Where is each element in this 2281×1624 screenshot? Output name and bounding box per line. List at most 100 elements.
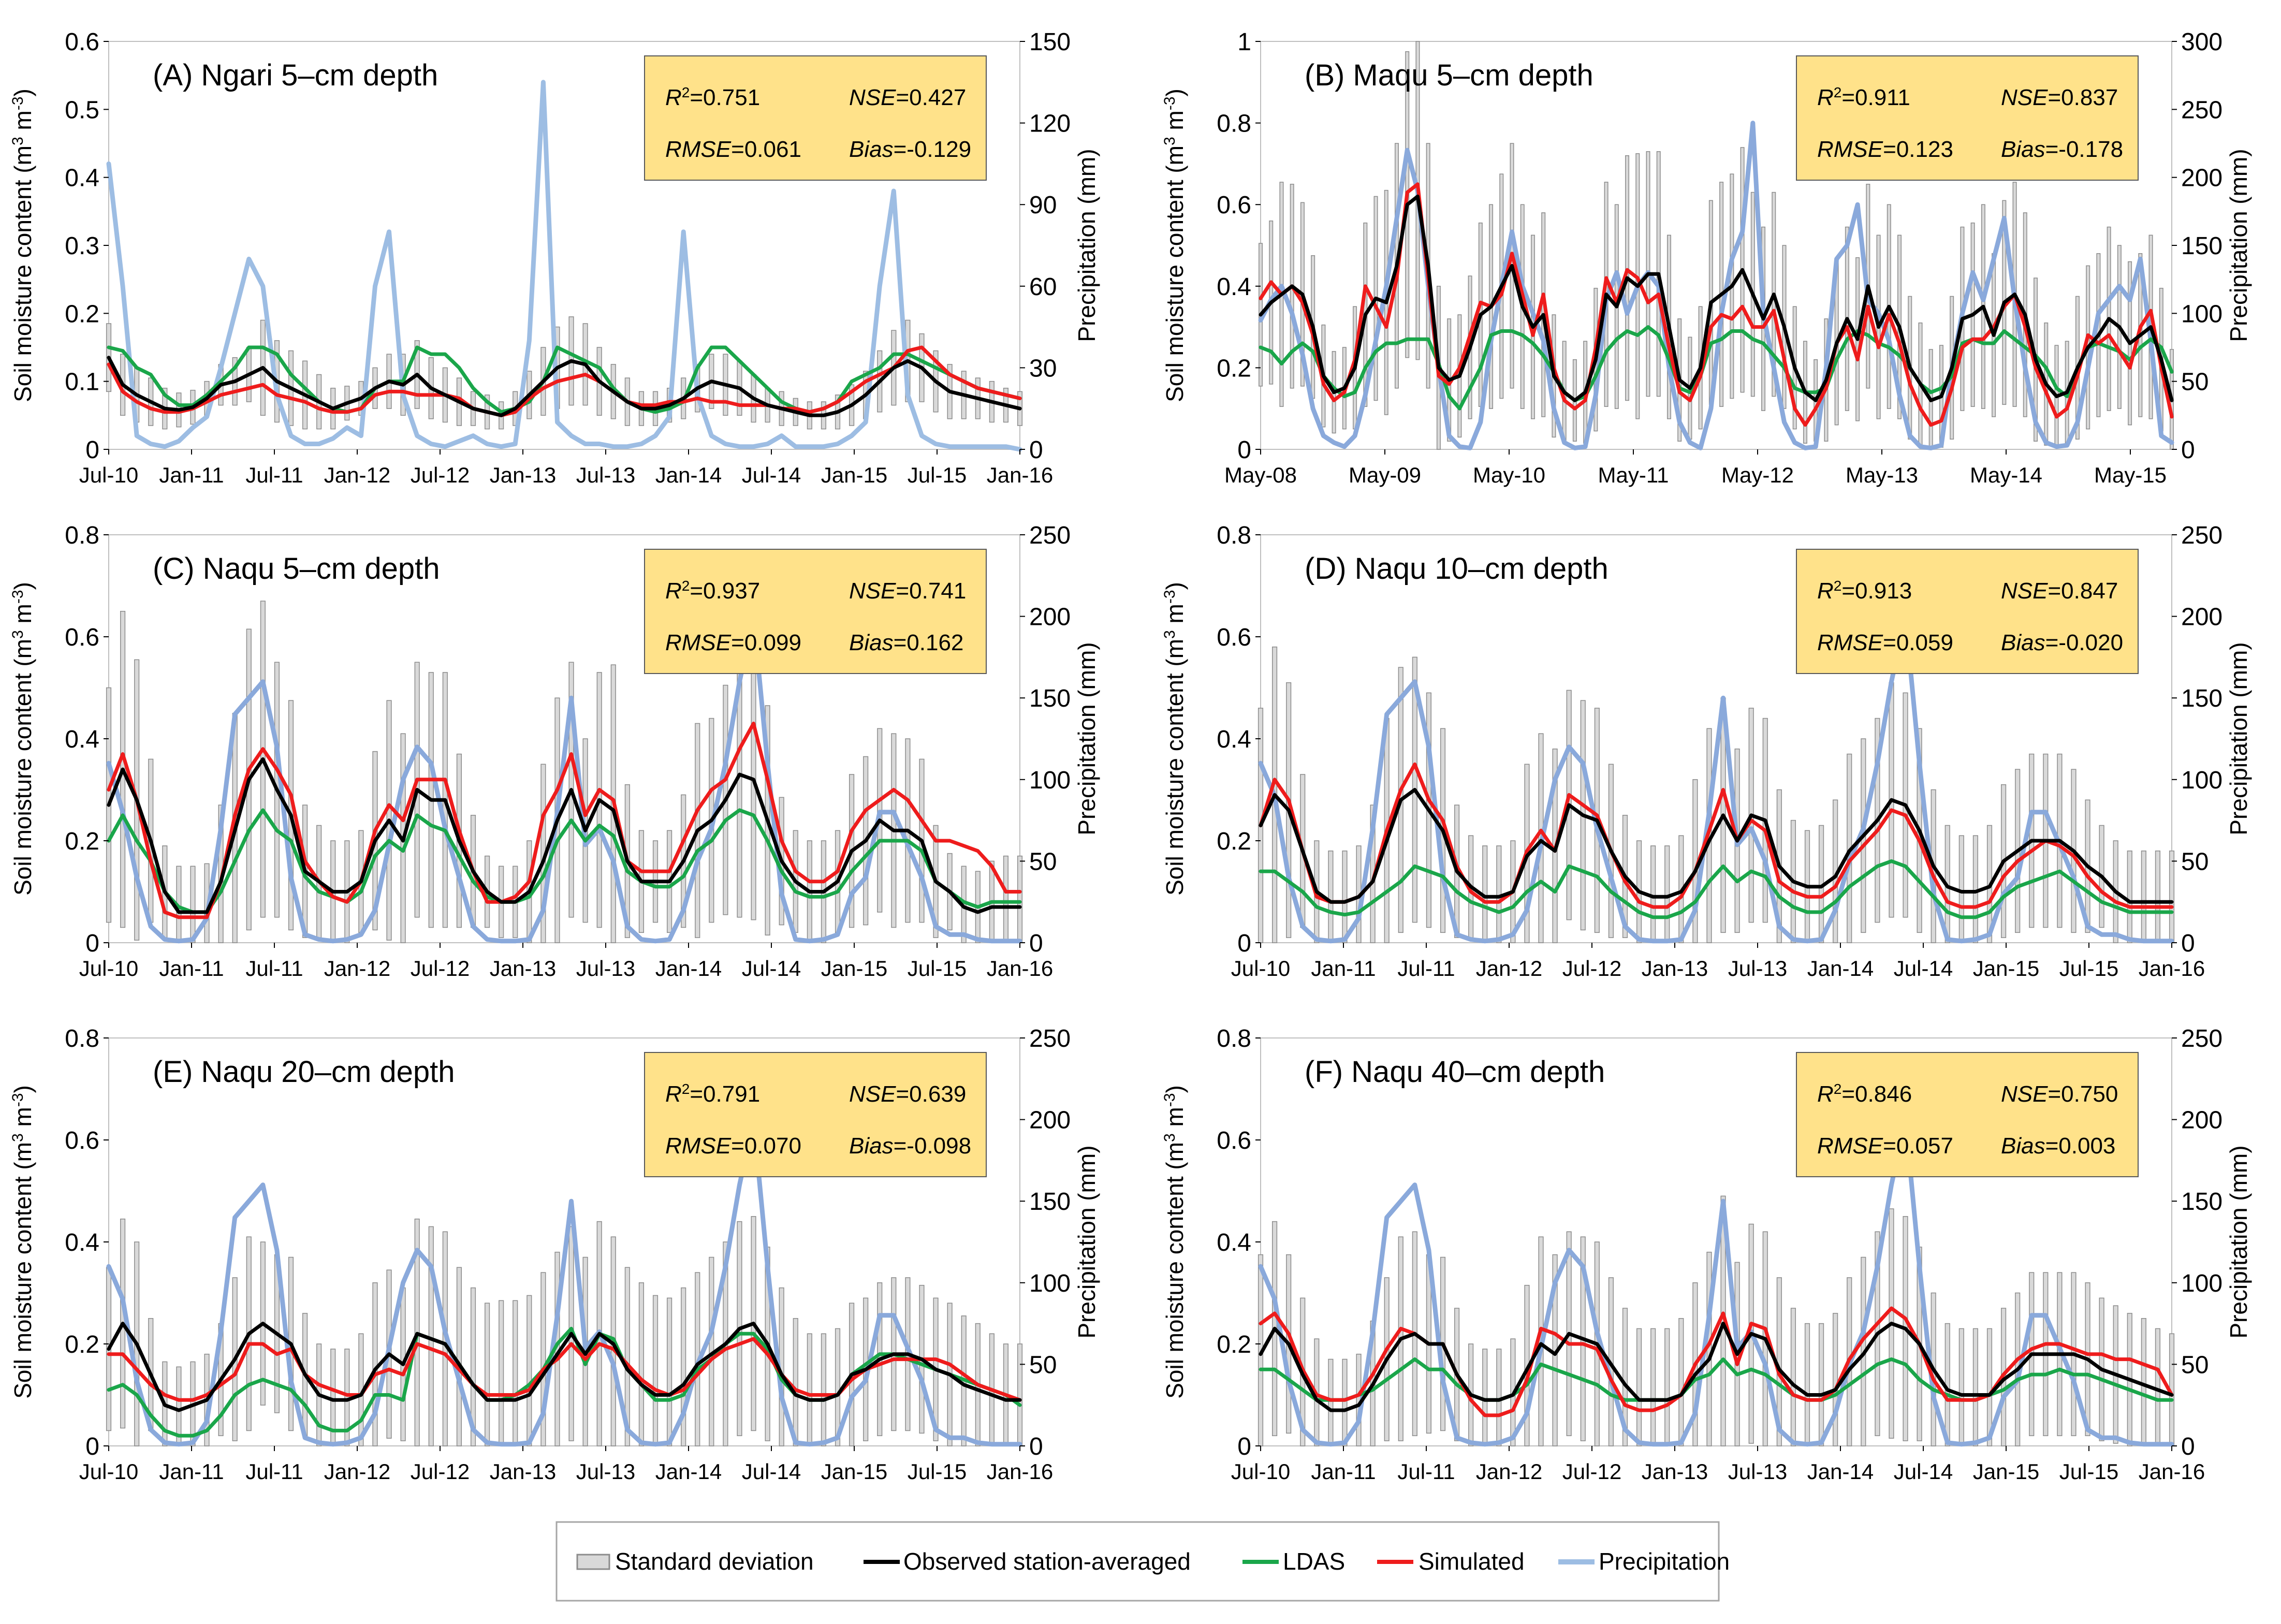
x-tick-label: Jul-12 [1562, 956, 1621, 981]
y-tick-label: 0.2 [65, 828, 99, 855]
x-tick-label: Jan-15 [821, 956, 887, 981]
series-line-ldas [1259, 325, 2174, 411]
std-bar [1636, 1328, 1642, 1446]
series-line-precipitation [106, 614, 1022, 944]
legend-label-observed: Observed station-averaged [903, 1548, 1191, 1575]
y-tick-label: 0.6 [65, 28, 99, 56]
stat-nse: NSE=0.741 [849, 578, 966, 604]
stats-box [644, 549, 987, 674]
x-tick-label: Jul-10 [1231, 956, 1290, 981]
legend-swatch-standard-deviation [576, 1554, 610, 1570]
stat-bias: Bias=-0.129 [849, 137, 971, 162]
y-tick-label: 0.4 [1217, 726, 1251, 753]
x-tick-label: Jan-14 [1807, 1459, 1874, 1484]
y2-tick-label: 100 [1029, 1270, 1071, 1297]
series-line-observed [1259, 1322, 2174, 1412]
y2-tick-label: 0 [1029, 1433, 1043, 1460]
y2-tick-label: 120 [1029, 110, 1071, 138]
panel-title: (A) Ngari 5–cm depth [153, 58, 438, 92]
y2-axis-title: Precipitation (mm) [1073, 149, 1100, 342]
series-line-precipitation [1258, 1117, 2174, 1447]
series-line-ldas [1259, 1357, 2174, 1402]
series-line-precipitation [1258, 121, 2174, 450]
y2-tick-label: 0 [2181, 930, 2195, 957]
x-tick-label: Jan-13 [490, 463, 556, 487]
x-tick-label: Jul-12 [1562, 1459, 1621, 1484]
legend-label-standard-deviation: Standard deviation [615, 1548, 814, 1575]
std-bar [1664, 1328, 1670, 1446]
x-tick-label: Jul-13 [576, 1459, 635, 1484]
x-tick-label: Jan-16 [2139, 956, 2205, 981]
y-tick-label: 0 [1237, 1433, 1251, 1460]
y-tick-label: 0.2 [65, 1331, 99, 1358]
stat-rmse: RMSE=0.123 [1817, 137, 1953, 162]
std-bar [1650, 845, 1656, 943]
series-line-precipitation [1258, 614, 2174, 944]
std-bar [1496, 1349, 1502, 1446]
y2-tick-label: 50 [2181, 1351, 2209, 1379]
x-tick-label: May-08 [1224, 463, 1297, 487]
x-tick-label: Jul-13 [576, 956, 635, 981]
stat-bias: Bias=-0.178 [2001, 137, 2123, 162]
y2-tick-label: 30 [1029, 355, 1057, 382]
x-tick-label: Jul-14 [1894, 956, 1953, 981]
std-bar [807, 1333, 812, 1446]
stat-rmse: RMSE=0.061 [665, 137, 801, 162]
std-bar [681, 1287, 686, 1446]
y-axis-title: Soil moisture content (m3 m-3) [9, 582, 37, 896]
std-bar [540, 1272, 546, 1446]
y2-tick-label: 50 [2181, 369, 2209, 396]
std-bar [513, 1300, 518, 1446]
std-bar [652, 1295, 659, 1446]
std-bar [484, 1303, 490, 1446]
x-tick-label: Jul-15 [908, 956, 967, 981]
x-tick-label: Jan-15 [1973, 956, 2039, 981]
series-line-ldas [107, 1326, 1022, 1438]
series-line-ldas [107, 345, 1022, 414]
x-tick-label: Jan-16 [987, 463, 1053, 487]
legend-label-ldas: LDAS [1283, 1548, 1345, 1575]
y-tick-label: 0.6 [65, 624, 99, 651]
stat-r2: R2=0.846 [1817, 1081, 1912, 1107]
stat-r2: R2=0.751 [665, 84, 760, 111]
chart-panel-f: 0 0.2 0.4 0.6 0.8 0 50 100 150 200 250 Jul-10 Jan-11… [1161, 1025, 2253, 1484]
std-bar [1986, 1328, 1993, 1446]
std-bar [428, 1226, 434, 1446]
y-tick-label: 0.1 [65, 369, 99, 396]
x-tick-label: Jul-14 [1894, 1459, 1953, 1484]
x-tick-label: Jan-11 [1311, 1459, 1376, 1484]
x-tick-label: Jan-14 [655, 1459, 722, 1484]
y-tick-label: 0.6 [65, 1127, 99, 1154]
series-line-simulated [107, 1337, 1022, 1402]
y2-tick-label: 100 [1029, 767, 1071, 794]
series-line-observed [107, 1322, 1022, 1412]
x-tick-label: Jan-15 [821, 463, 887, 487]
std-bar [1650, 1328, 1656, 1446]
std-bar [2155, 1328, 2161, 1446]
y2-tick-label: 0 [2181, 1433, 2195, 1460]
y-tick-label: 0.2 [1217, 355, 1251, 382]
y-axis-title: Soil moisture content (m3 m-3) [1161, 89, 1189, 402]
y2-tick-label: 250 [1029, 522, 1071, 549]
x-tick-label: Jul-11 [245, 1459, 303, 1484]
x-tick-label: May-09 [1349, 463, 1421, 487]
std-bar [624, 1267, 630, 1446]
stats-box [1796, 1052, 2139, 1177]
y-tick-label: 0.3 [65, 232, 99, 260]
y2-tick-label: 200 [2181, 165, 2222, 192]
y-tick-label: 0.6 [1217, 624, 1251, 651]
stat-bias: Bias=-0.020 [2001, 630, 2123, 655]
y-tick-label: 0.6 [1217, 1127, 1251, 1154]
stat-r2: R2=0.937 [665, 578, 760, 604]
y-tick-label: 0 [85, 1433, 99, 1460]
std-bar [1818, 1323, 1824, 1446]
x-tick-label: Jul-12 [411, 956, 470, 981]
x-tick-label: Jul-15 [908, 463, 967, 487]
std-bar [1482, 1349, 1488, 1446]
legend-frame [555, 1521, 1720, 1602]
panel-title: (B) Maqu 5–cm depth [1305, 58, 1593, 92]
x-tick-label: Jul-15 [2059, 956, 2118, 981]
chart-panel-c: 0 0.2 0.4 0.6 0.8 0 50 100 150 200 250 Jul-10 Jan-11… [9, 522, 1101, 981]
x-tick-label: May-14 [1970, 463, 2042, 487]
stat-nse: NSE=0.427 [849, 85, 966, 110]
